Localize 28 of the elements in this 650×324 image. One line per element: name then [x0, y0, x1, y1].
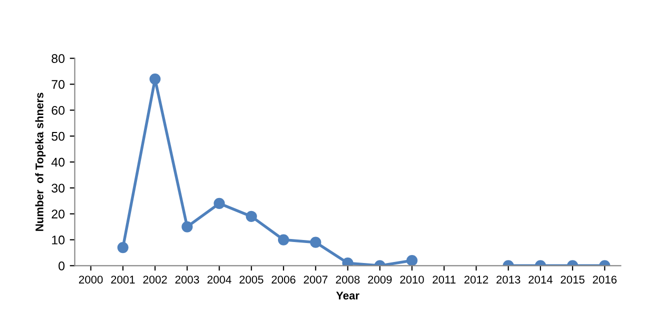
- y-tick-label: 80: [52, 54, 65, 63]
- x-tick-label: 2003: [175, 276, 200, 284]
- x-tick-label: 2011: [432, 276, 456, 284]
- x-tick-label: 2008: [336, 276, 360, 284]
- y-axis-title: Number of Topeka shners: [35, 92, 46, 231]
- x-tick-label: 2014: [528, 276, 552, 284]
- y-tick-label: 60: [52, 106, 65, 115]
- y-tick-label: 0: [58, 261, 65, 270]
- x-tick-label: 2006: [272, 276, 296, 284]
- y-tick-label: 20: [52, 210, 65, 218]
- y-tick-label: 10: [52, 236, 65, 244]
- x-tick-label: 2009: [368, 276, 392, 284]
- x-tick-label: 2000: [79, 276, 103, 284]
- x-axis-title: Year: [336, 292, 360, 300]
- y-tick-label: 50: [52, 132, 65, 141]
- x-tick-label: 2002: [143, 276, 167, 284]
- y-tick-label: 40: [51, 158, 65, 167]
- x-tick-label: 2007: [304, 276, 328, 284]
- x-tick-label: 2013: [496, 276, 520, 284]
- x-tick-label: 2016: [592, 276, 617, 284]
- x-tick-label: 2001: [111, 276, 135, 284]
- y-tick-label: 30: [52, 184, 65, 193]
- x-tick-label: 2010: [400, 276, 424, 284]
- x-tick-label: 2012: [464, 276, 488, 284]
- x-tick-label: 2005: [240, 276, 264, 284]
- y-tick-label: 70: [52, 80, 65, 89]
- x-tick-label: 2004: [207, 276, 232, 284]
- x-tick-label: 2015: [560, 276, 584, 284]
